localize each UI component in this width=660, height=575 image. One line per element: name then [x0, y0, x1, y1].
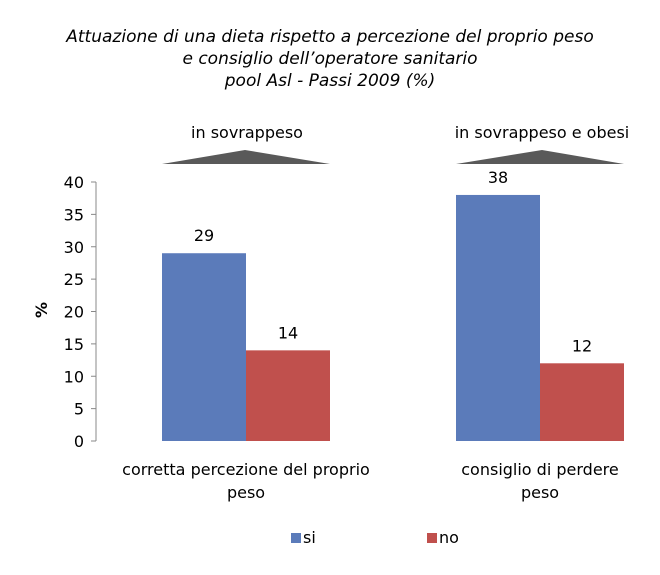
y-tick-label: 0 [74, 432, 84, 451]
legend-swatch-si [291, 532, 301, 543]
y-tick-label: 40 [64, 173, 84, 192]
x-category-label-line: consiglio di perdere [461, 460, 618, 479]
y-tick-label: 20 [64, 303, 84, 322]
data-label: 14 [278, 323, 298, 342]
data-label: 12 [572, 336, 592, 355]
group-bracket-marker [456, 150, 624, 164]
legend-item-no: no [427, 528, 459, 548]
y-tick-label: 15 [64, 335, 84, 354]
group-annotation-label: in sovrappeso e obesi [455, 123, 630, 142]
chart-title-line-2: e consiglio dell’operatore sanitario [182, 49, 478, 69]
group-annotation-label: in sovrappeso [191, 123, 303, 142]
legend-item-si: si [291, 528, 316, 548]
bar-si [162, 253, 246, 441]
y-tick-label: 30 [64, 238, 84, 257]
chart-title-line-3: pool Asl - Passi 2009 (%) [224, 71, 436, 91]
chart-title-line-1: Attuazione di una dieta rispetto a perce… [66, 27, 594, 47]
legend-label-si: si [303, 528, 316, 547]
group-bracket-marker [162, 150, 330, 164]
legend-swatch-no [427, 532, 437, 543]
x-category-label-line: peso [227, 483, 265, 502]
chart-title: Attuazione di una dieta rispetto a perce… [0, 26, 660, 92]
x-category-label-line: corretta percezione del proprio [122, 460, 370, 479]
y-tick-label: 25 [64, 270, 84, 289]
y-tick-label: 10 [64, 367, 84, 386]
x-category-label: corretta percezione del proprio peso [122, 460, 370, 502]
data-label: 38 [488, 168, 508, 187]
x-category-label: consiglio di perdere peso [461, 460, 618, 502]
legend-label-no: no [439, 528, 459, 547]
y-axis-label: % [32, 302, 51, 318]
bar-no [540, 363, 624, 441]
y-tick-label: 5 [74, 400, 84, 419]
bar-no [246, 350, 330, 441]
bar-si [456, 194, 540, 441]
y-tick-label: 35 [64, 205, 84, 224]
legend: si no [0, 528, 660, 548]
data-label: 29 [194, 226, 214, 245]
x-category-label-line: peso [521, 483, 559, 502]
